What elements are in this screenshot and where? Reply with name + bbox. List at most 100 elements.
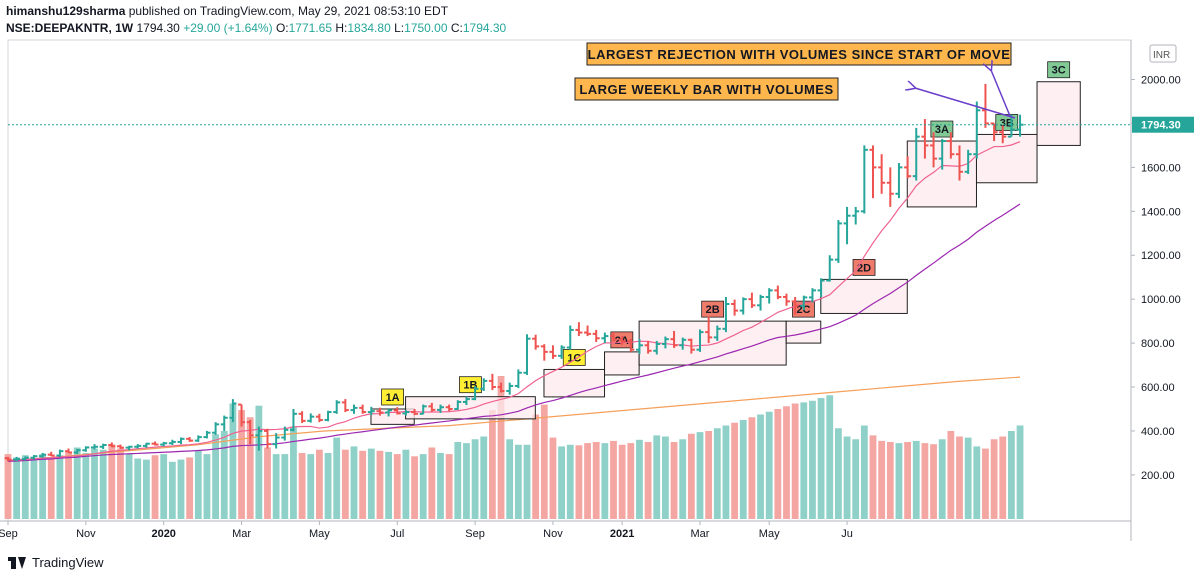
volume-bar <box>56 455 64 519</box>
time-tick-label: May <box>759 528 780 540</box>
volume-bar <box>601 443 609 519</box>
volume-bar <box>999 436 1007 519</box>
ohlc-bar <box>705 316 713 344</box>
ohlc-bar <box>229 399 237 423</box>
ohlc-bar <box>350 404 358 414</box>
ohlc-bar <box>748 292 756 308</box>
volume-bar <box>938 439 946 519</box>
ohlc-bar <box>367 406 375 416</box>
author-name[interactable]: himanshu129sharma <box>6 4 126 18</box>
low-value: 1750.00 <box>404 21 448 35</box>
ohlc-bar <box>359 404 367 414</box>
ohlc-bar <box>82 446 90 452</box>
volume-bar <box>385 451 392 519</box>
brand-name: TradingView <box>32 555 104 570</box>
volume-bar <box>886 442 894 519</box>
box-tag-label: 1A <box>386 392 400 404</box>
ohlc-bar <box>670 331 678 348</box>
ohlc-bar <box>739 297 747 315</box>
consolidation-box <box>975 133 1038 184</box>
volume-bar <box>809 400 816 519</box>
volume-bar <box>731 422 738 519</box>
ohlc-bar <box>480 378 488 391</box>
volume-bar <box>30 458 38 519</box>
volume-bar <box>454 442 462 519</box>
volume-bar <box>566 444 574 519</box>
time-tick-label: Ju <box>841 528 853 540</box>
box-tag-label: 1B <box>463 380 477 392</box>
ohlc-bar <box>973 101 981 159</box>
ohlc-bar <box>73 448 81 455</box>
ohlc-bar <box>895 162 903 199</box>
volume-bar <box>800 402 808 519</box>
high-value: 1834.80 <box>347 21 391 35</box>
price-tick-label: 1000.00 <box>1141 294 1181 306</box>
time-tick-label: Mar <box>691 528 710 540</box>
last-price: 1794.30 <box>136 21 180 35</box>
volume-bar <box>393 454 401 519</box>
ohlc-bar <box>315 413 323 423</box>
volume-bar <box>722 425 730 519</box>
ohlc-bar <box>194 435 202 442</box>
ohlc-bar <box>506 382 514 395</box>
time-tick-label: May <box>309 528 330 540</box>
time-tick-label: 2021 <box>610 528 634 540</box>
ohlc-bar <box>203 430 211 439</box>
volume-bar <box>679 439 687 519</box>
box-tag-label: 3C <box>1052 65 1066 77</box>
volume-bar <box>324 453 332 519</box>
consolidation-box <box>543 368 606 398</box>
volume-bar <box>506 439 514 519</box>
ohlc-bar <box>610 332 617 342</box>
ohlc-bar <box>592 329 600 342</box>
slow-ma-line <box>7 203 1021 462</box>
ohlc-bar <box>281 426 289 441</box>
ohlc-bar <box>783 293 790 306</box>
box-tag-label: 2B <box>706 304 720 316</box>
volume-bar <box>904 442 911 519</box>
ohlc-bar <box>757 294 765 311</box>
ohlc-bar <box>220 415 228 431</box>
ohlc-bar <box>618 336 626 345</box>
ohlc-bar <box>212 422 220 435</box>
ohlc-bar <box>419 404 427 415</box>
time-tick-label: Nov <box>76 528 96 540</box>
volume-bar <box>549 437 557 519</box>
price-tick-label: 1400.00 <box>1141 206 1181 218</box>
ohlc-bar <box>177 437 185 445</box>
consolidation-box <box>405 396 536 420</box>
volume-bar <box>246 417 254 519</box>
volume-bar <box>843 436 851 519</box>
volume-bar <box>359 450 367 519</box>
current-price-badge <box>1132 116 1194 133</box>
volume-bar <box>618 444 626 519</box>
volume-bar <box>696 432 704 519</box>
volume-bar <box>186 457 194 519</box>
ohlc-bar <box>462 396 470 406</box>
volume-bar <box>298 453 306 519</box>
consolidation-box <box>1036 81 1081 146</box>
consolidation-box <box>820 278 908 314</box>
volume-bar <box>125 454 133 519</box>
ohlc-bar <box>834 220 842 263</box>
volume-bar <box>143 459 150 519</box>
volume-bar <box>437 453 444 519</box>
ohlc-bar <box>497 382 505 393</box>
symbol-name[interactable]: NSE:DEEPAKNTR, 1W <box>6 21 134 35</box>
box-tag <box>562 349 586 366</box>
price-tick-label: 1200.00 <box>1141 250 1181 262</box>
consolidation-box <box>604 351 640 376</box>
volume-bar <box>895 443 903 519</box>
ohlc-bar <box>575 322 583 337</box>
volume-bar <box>177 459 185 519</box>
footer-brand[interactable]: TradingView <box>8 555 104 570</box>
ohlc-bar <box>65 448 73 454</box>
volume-bar <box>108 444 116 519</box>
ohlc-bar <box>956 145 963 181</box>
ohlc-bar <box>324 410 332 422</box>
volume-bar <box>290 426 297 519</box>
ohlc-bar <box>791 296 799 315</box>
volume-bar <box>367 448 375 519</box>
volume-ma-line <box>7 376 1021 462</box>
